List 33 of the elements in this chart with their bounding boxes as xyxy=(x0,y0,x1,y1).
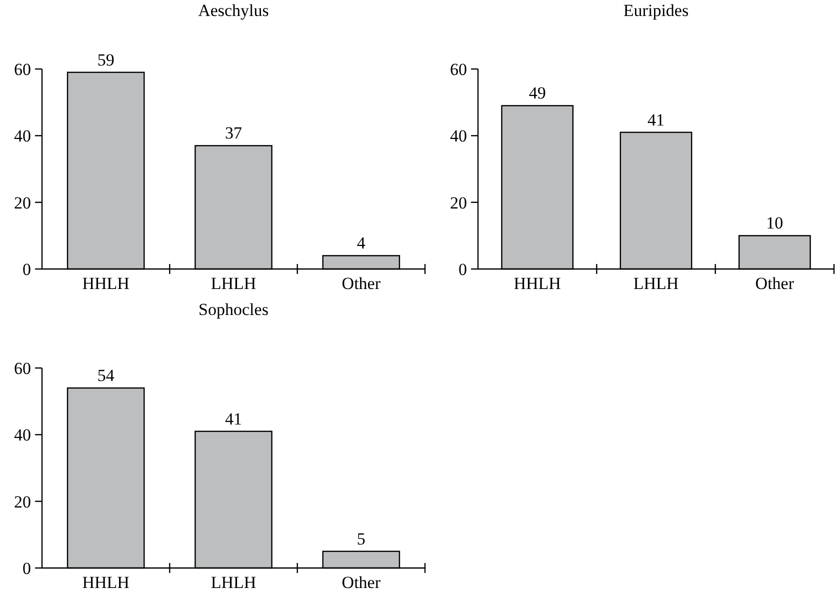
y-tick-label: 20 xyxy=(14,193,31,212)
data-label: 54 xyxy=(97,366,115,385)
x-tick-label: Other xyxy=(342,274,381,293)
x-tick-label: LHLH xyxy=(210,573,256,592)
y-tick-label: 60 xyxy=(14,60,31,79)
y-tick-label: 0 xyxy=(458,260,467,279)
chart-title: Euripides xyxy=(623,1,689,20)
data-label: 41 xyxy=(225,409,242,428)
y-tick-label: 0 xyxy=(22,558,31,578)
x-tick-label: HHLH xyxy=(82,274,130,293)
y-tick-label: 40 xyxy=(450,126,467,146)
data-label: 4 xyxy=(356,234,366,253)
data-label: 5 xyxy=(356,529,366,548)
x-tick-label: LHLH xyxy=(633,274,679,293)
x-tick-label: LHLH xyxy=(210,274,256,293)
y-tick-label: 20 xyxy=(14,492,31,512)
y-tick-label: 20 xyxy=(450,193,467,212)
x-tick-label: Other xyxy=(755,274,794,293)
chart-title: Aeschylus xyxy=(198,1,269,20)
x-tick-label: Other xyxy=(342,573,381,592)
data-label: 37 xyxy=(225,124,242,143)
y-tick-label: 60 xyxy=(14,358,31,378)
y-tick-label: 40 xyxy=(14,426,31,445)
data-label: 10 xyxy=(766,214,784,233)
y-tick-label: 0 xyxy=(22,260,31,279)
x-tick-label: HHLH xyxy=(514,274,561,293)
x-tick-label: HHLH xyxy=(82,573,130,592)
y-tick-label: 40 xyxy=(14,126,31,146)
y-tick-label: 60 xyxy=(450,60,467,79)
data-label: 59 xyxy=(97,50,114,70)
data-label: 41 xyxy=(648,110,664,130)
data-label: 49 xyxy=(528,84,546,103)
chart-title: Sophocles xyxy=(198,300,268,319)
